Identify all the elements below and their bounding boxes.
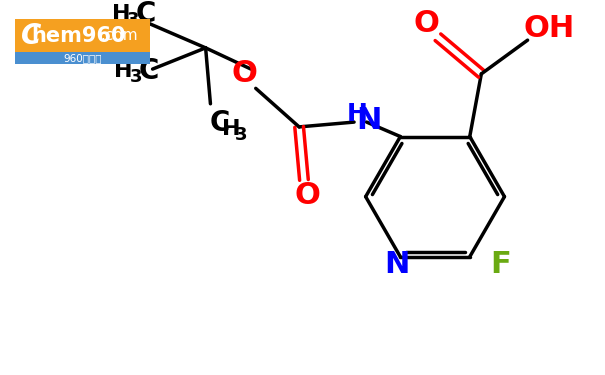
Text: hem960: hem960 (31, 26, 126, 46)
Text: C: C (21, 22, 41, 50)
Text: O: O (295, 181, 321, 210)
Text: H: H (114, 61, 133, 81)
Text: N: N (384, 250, 409, 279)
Text: 960化工网: 960化工网 (63, 53, 102, 63)
Text: 3: 3 (127, 11, 140, 29)
Text: C: C (136, 0, 156, 28)
Bar (15, 52, 149, 64)
Text: F: F (490, 250, 511, 279)
Text: 3: 3 (130, 68, 142, 86)
Text: .com: .com (100, 28, 138, 43)
Text: C: C (210, 109, 231, 137)
Text: O: O (231, 59, 257, 88)
Text: H: H (111, 4, 130, 24)
Text: C: C (139, 57, 159, 85)
Text: 3: 3 (235, 126, 247, 144)
FancyBboxPatch shape (15, 19, 149, 52)
Text: N: N (356, 106, 381, 135)
Text: H: H (347, 102, 367, 126)
Text: OH: OH (523, 14, 574, 43)
Text: O: O (413, 9, 439, 38)
Text: H: H (223, 119, 241, 139)
